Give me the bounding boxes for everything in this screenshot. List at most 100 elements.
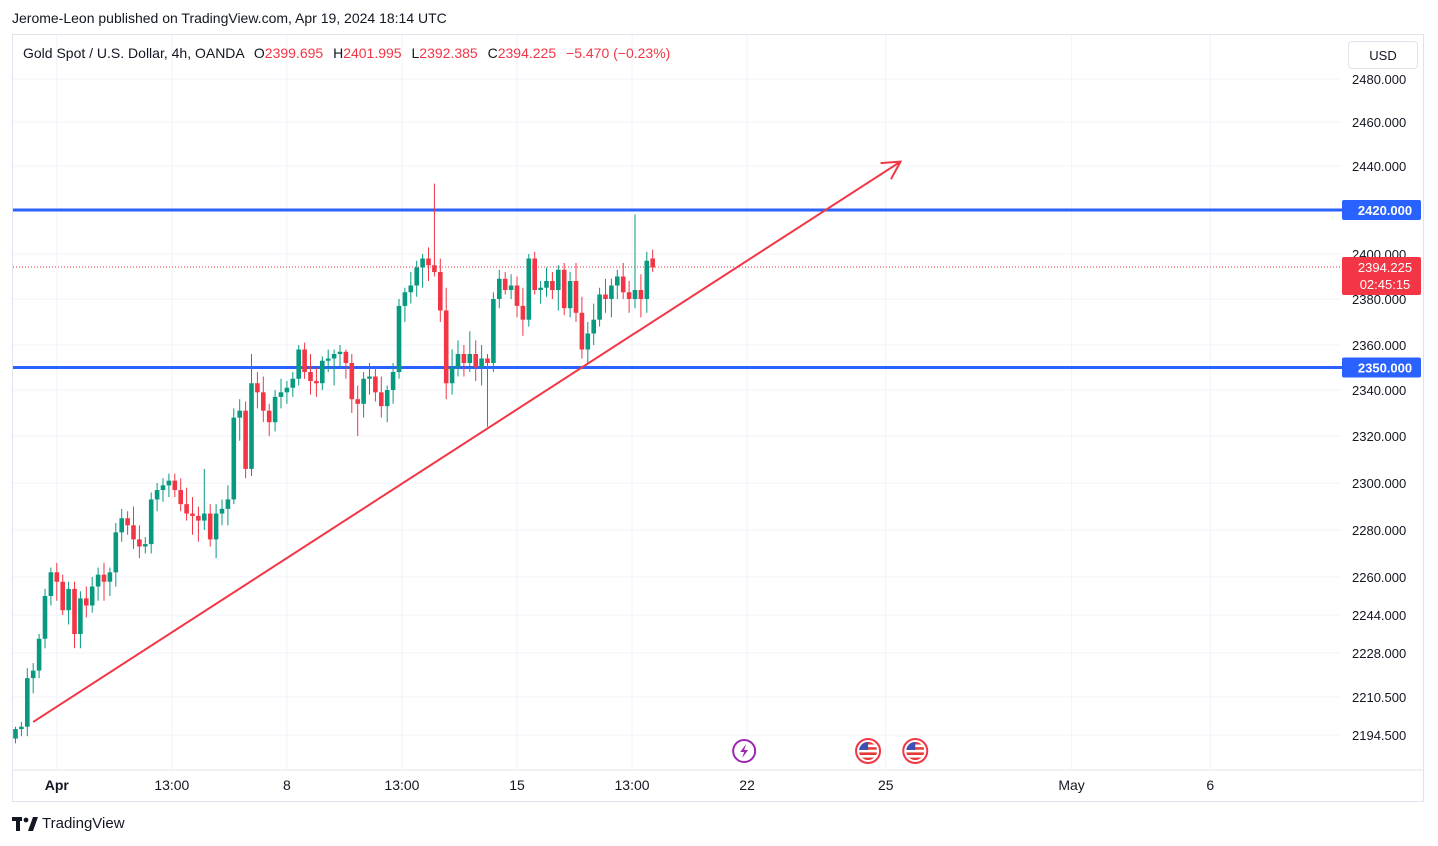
candle-body <box>485 358 490 363</box>
candle-body <box>207 513 213 540</box>
candle-body <box>225 499 231 509</box>
high-label: H <box>333 45 344 61</box>
flag-stripe <box>906 752 925 755</box>
candle-body <box>573 281 579 313</box>
candle-body <box>632 290 638 299</box>
candle-body <box>166 480 172 486</box>
x-tick-label: 25 <box>878 777 894 793</box>
flag-stripe <box>859 752 878 755</box>
footer-brand: TradingView <box>42 815 125 832</box>
symbol-name: Gold Spot / U.S. Dollar, 4h, OANDA <box>23 45 244 61</box>
y-tick-label: 2480.000 <box>1352 72 1406 87</box>
candle-body <box>644 260 650 299</box>
candle-body <box>107 572 113 582</box>
candle-body <box>497 278 502 299</box>
candle-body <box>626 292 632 299</box>
candle-body <box>278 392 284 397</box>
flag-icon-field <box>859 742 878 760</box>
candle-body <box>650 258 655 268</box>
candle-body <box>373 376 378 393</box>
x-axis: Apr 13:00 8 13:00 15 13:00 22 25 May 6 <box>45 777 1215 793</box>
candle-body <box>72 588 77 634</box>
candle-body <box>243 410 248 469</box>
candle-body <box>54 572 60 582</box>
candle-body <box>461 354 467 363</box>
candle-body <box>367 376 372 379</box>
candle-body <box>390 372 396 390</box>
candle-body <box>567 281 573 309</box>
candle-body <box>101 574 107 582</box>
x-tick-label: 13:00 <box>154 777 189 793</box>
candle-body <box>384 390 390 407</box>
candle-body <box>620 276 626 293</box>
x-tick-label: 8 <box>283 777 291 793</box>
candle-body <box>355 399 360 404</box>
tradingview-footer[interactable]: TradingView <box>12 815 125 832</box>
candle-body <box>160 485 166 491</box>
countdown-label: 02:45:15 <box>1360 277 1411 292</box>
candle-body <box>30 670 36 679</box>
candle-body <box>196 515 201 521</box>
candle-body <box>325 358 331 361</box>
candle-body <box>426 258 431 266</box>
candle-body <box>237 410 242 418</box>
candle-body <box>48 572 54 596</box>
x-tick-label: 13:00 <box>384 777 419 793</box>
y-tick-label: 2320.000 <box>1352 429 1406 444</box>
x-tick-label: 15 <box>509 777 525 793</box>
candle-body <box>467 354 473 363</box>
low-value: 2392.385 <box>419 45 478 61</box>
candle-body <box>609 285 614 299</box>
candle-body <box>272 396 278 423</box>
candle-body <box>408 285 414 293</box>
candle-body <box>184 504 189 514</box>
y-tick-label: 2300.000 <box>1352 476 1406 491</box>
flag-canton <box>906 742 916 750</box>
candle-body <box>19 726 24 730</box>
candle-body <box>361 378 366 404</box>
candle-body <box>219 508 225 514</box>
candle-body <box>585 333 591 350</box>
currency-button[interactable]: USD <box>1348 41 1418 69</box>
candle-body <box>526 258 532 320</box>
symbol-legend: Gold Spot / U.S. Dollar, 4h, OANDA O2399… <box>23 45 670 61</box>
candle-body <box>638 290 644 299</box>
candle-body <box>343 351 349 363</box>
y-tick-label: 2228.000 <box>1352 646 1406 661</box>
candle-body <box>349 363 355 400</box>
candle-body <box>615 276 620 286</box>
candle-body <box>249 383 254 469</box>
candle-body <box>89 586 95 606</box>
candle-body <box>532 258 537 290</box>
trend-line <box>32 160 902 723</box>
x-tick-label: Apr <box>45 777 70 793</box>
candle-body <box>42 596 48 639</box>
x-tick-label: 6 <box>1206 777 1214 793</box>
candle-body <box>432 265 437 272</box>
candle-body <box>302 349 307 372</box>
candle-body <box>502 278 508 290</box>
candle-body <box>455 354 461 368</box>
candle-body <box>148 499 154 545</box>
candle-body <box>190 513 195 516</box>
candle-body <box>154 490 160 500</box>
last-price-badge <box>1342 256 1421 295</box>
candle-body <box>414 267 419 286</box>
candle-body <box>84 598 89 606</box>
candle-body <box>25 678 30 727</box>
candle-body <box>591 319 596 334</box>
y-tick-label: 2440.000 <box>1352 159 1406 174</box>
candle-body <box>125 518 130 526</box>
chart-frame <box>12 34 1424 802</box>
candle-body <box>266 410 272 423</box>
flag-icon-field <box>906 742 925 760</box>
close-label: C <box>487 45 498 61</box>
candle-body <box>550 281 555 290</box>
candle-body <box>13 729 18 739</box>
price-level-badge <box>1342 200 1421 220</box>
us-flag-icon <box>902 738 929 764</box>
flag-stripe <box>906 757 925 760</box>
candle-body <box>308 372 313 381</box>
candle-body <box>296 349 301 379</box>
